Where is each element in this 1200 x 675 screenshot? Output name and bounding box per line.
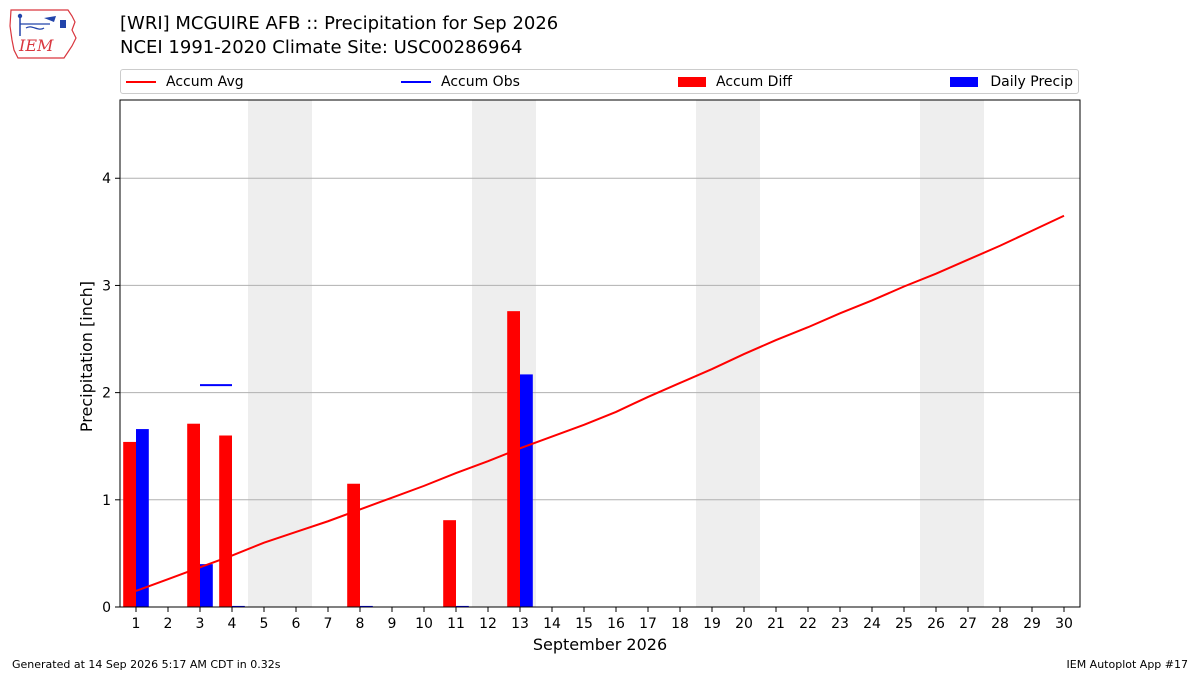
x-tick-label: 28 xyxy=(991,616,1009,632)
weekend-band xyxy=(920,100,984,607)
x-tick-label: 27 xyxy=(959,616,977,632)
x-tick-label: 17 xyxy=(639,616,657,632)
daily-precip-bar xyxy=(456,605,469,607)
x-tick-label: 26 xyxy=(927,616,945,632)
x-tick-label: 9 xyxy=(388,616,397,632)
x-tick-label: 12 xyxy=(479,616,497,632)
x-tick-label: 30 xyxy=(1055,616,1073,632)
x-tick-label: 24 xyxy=(863,616,881,632)
x-tick-label: 5 xyxy=(260,616,269,632)
legend-item-accum-obs: Accum Obs xyxy=(401,73,520,91)
x-tick-label: 21 xyxy=(767,616,785,632)
x-tick-label: 1 xyxy=(132,616,141,632)
x-tick-label: 29 xyxy=(1023,616,1041,632)
x-tick-label: 18 xyxy=(671,616,689,632)
y-tick-label: 2 xyxy=(102,386,111,402)
weekend-band xyxy=(696,100,760,607)
accum-diff-bar xyxy=(507,311,520,607)
legend-label: Accum Diff xyxy=(716,74,793,90)
legend-swatch-accum-diff xyxy=(678,77,706,87)
legend-label: Accum Avg xyxy=(166,74,244,90)
y-tick-label: 4 xyxy=(102,171,111,187)
y-axis-label: Precipitation [inch] xyxy=(77,281,96,432)
plot-frame xyxy=(119,99,1081,608)
legend-swatch-accum-obs xyxy=(401,81,431,83)
x-tick-label: 6 xyxy=(292,616,301,632)
legend: Accum Avg Accum Obs Accum Diff Daily Pre… xyxy=(120,69,1079,94)
accum-avg-line xyxy=(135,214,1065,592)
daily-precip-bar xyxy=(136,429,149,607)
accum-diff-bar xyxy=(123,441,136,607)
legend-swatch-accum-avg xyxy=(126,81,156,83)
x-tick-label: 7 xyxy=(324,616,333,632)
chart-subtitle: NCEI 1991-2020 Climate Site: USC00286964 xyxy=(120,37,523,58)
x-tick-label: 13 xyxy=(511,616,529,632)
x-tick-label: 14 xyxy=(543,616,561,632)
weekend-band xyxy=(248,100,312,607)
x-tick-label: 11 xyxy=(447,616,465,632)
footer-app: IEM Autoplot App #17 xyxy=(1066,658,1189,671)
legend-label: Accum Obs xyxy=(441,74,520,90)
legend-item-daily-precip: Daily Precip xyxy=(950,73,1073,91)
footer-generated: Generated at 14 Sep 2026 5:17 AM CDT in … xyxy=(12,658,281,671)
daily-precip-bar xyxy=(200,564,213,607)
accum-diff-bar xyxy=(187,423,200,607)
x-tick-label: 22 xyxy=(799,616,817,632)
x-tick-label: 3 xyxy=(196,616,205,632)
x-tick-label: 16 xyxy=(607,616,625,632)
x-axis-label: September 2026 xyxy=(533,635,667,654)
x-tick-label: 20 xyxy=(735,616,753,632)
legend-item-accum-avg: Accum Avg xyxy=(126,73,244,91)
x-tick-label: 4 xyxy=(228,616,237,632)
chart-title: [WRI] MCGUIRE AFB :: Precipitation for S… xyxy=(120,13,559,34)
daily-precip-bar xyxy=(520,374,533,607)
daily-precip-bar xyxy=(360,605,373,607)
legend-label: Daily Precip xyxy=(990,74,1073,90)
y-tick-label: 1 xyxy=(102,493,111,509)
x-tick-label: 10 xyxy=(415,616,433,632)
legend-item-accum-diff: Accum Diff xyxy=(678,73,792,91)
logo-text: IEM xyxy=(18,36,54,55)
x-tick-label: 25 xyxy=(895,616,913,632)
iem-iowa-logo-icon: IEM xyxy=(9,9,77,59)
x-tick-label: 19 xyxy=(703,616,721,632)
accum-diff-bar xyxy=(219,435,232,607)
x-tick-label: 8 xyxy=(356,616,365,632)
accum-diff-bar xyxy=(443,520,456,607)
accum-diff-bar xyxy=(347,483,360,607)
daily-precip-bar xyxy=(232,605,245,607)
x-tick-label: 2 xyxy=(164,616,173,632)
y-tick-label: 0 xyxy=(102,600,111,616)
x-tick-label: 23 xyxy=(831,616,849,632)
legend-swatch-daily-precip xyxy=(950,77,979,87)
x-tick-label: 15 xyxy=(575,616,593,632)
y-tick-label: 3 xyxy=(102,278,111,294)
